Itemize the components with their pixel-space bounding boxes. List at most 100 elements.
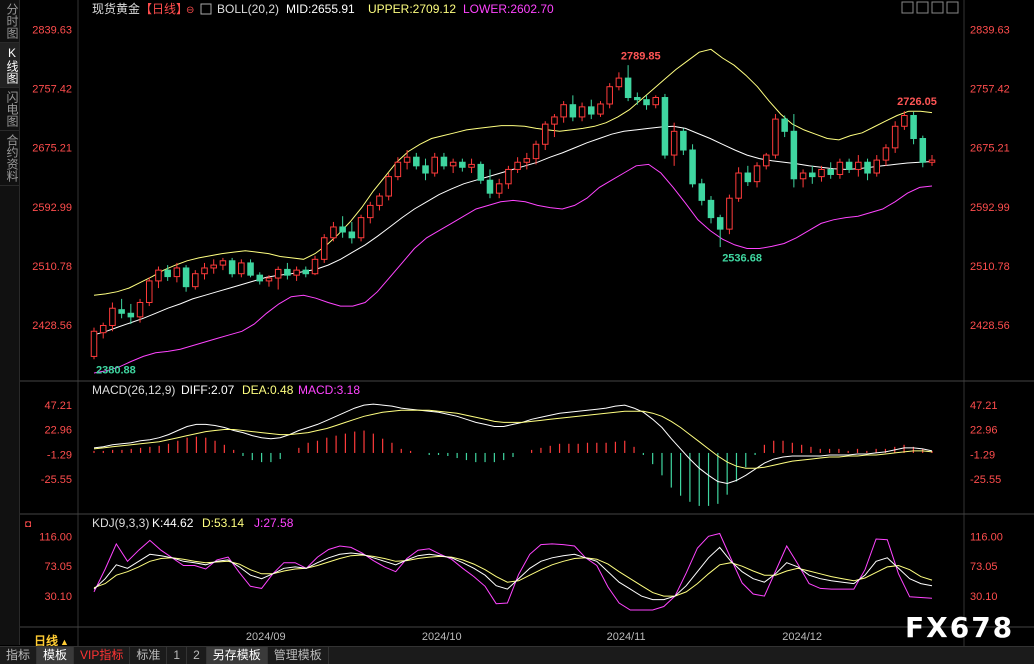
candle-body	[661, 97, 669, 156]
candle-body	[523, 158, 531, 163]
period-tag: 【日线】	[140, 2, 188, 16]
candle-body	[744, 172, 752, 183]
candle-body	[588, 106, 595, 115]
candle-body	[201, 267, 208, 275]
price-tick-right: 2428.56	[970, 320, 1010, 332]
candle-body	[449, 161, 457, 167]
kdj-k-line	[93, 546, 933, 601]
x-axis-label: 2024/11	[607, 631, 646, 643]
crosshair-icon[interactable]	[901, 1, 914, 14]
candle-body	[910, 114, 917, 140]
candle-body	[726, 197, 733, 230]
sidebar-tab-0[interactable]: 分时图	[0, 0, 19, 43]
candle-body	[431, 156, 438, 174]
bottom-tab-4[interactable]: 1	[167, 647, 188, 664]
chart-toolbar	[901, 1, 959, 14]
bottom-tab-0[interactable]: 指标	[0, 647, 38, 664]
chart-area[interactable]: 2839.63 2839.63 2757.42 2757.42 2675.21 2675.…	[20, 0, 1034, 646]
candle-body	[219, 260, 227, 266]
macd-tick-left: 47.21	[44, 400, 72, 412]
candle-body	[394, 161, 402, 178]
candle-body	[606, 86, 613, 105]
sidebar-tab-1[interactable]: K线图	[0, 43, 19, 88]
expand-icon[interactable]	[916, 1, 929, 14]
price-tick-left: 2428.56	[32, 320, 72, 332]
kdj-k: K:44.62	[152, 516, 194, 530]
candle-body	[624, 77, 632, 99]
candle-body	[99, 324, 107, 334]
candle-body	[311, 258, 319, 275]
settings-icon[interactable]: ⊖	[186, 5, 194, 16]
caret-up-icon: ▲	[60, 637, 69, 647]
candle-body	[762, 154, 770, 167]
candle-body	[486, 179, 494, 194]
kdj-tick-right: 116.00	[970, 531, 1003, 543]
bottom-tab-1[interactable]: 模板	[37, 647, 75, 664]
kdj-tick-right: 73.05	[970, 561, 998, 573]
boll-lower-line	[93, 163, 933, 374]
boll-mid: MID:2655.91	[286, 2, 355, 16]
candle-body	[781, 118, 788, 132]
candle-body	[182, 267, 190, 288]
candle-body	[422, 165, 429, 174]
candle-body	[403, 156, 411, 163]
bottom-tab-6[interactable]: 另存模板	[206, 647, 268, 664]
candle-body	[330, 226, 337, 239]
candle-body	[90, 330, 98, 357]
price-annotation: 2536.68	[722, 252, 762, 264]
candle-body	[320, 237, 328, 260]
x-axis-label: 2024/09	[246, 631, 286, 643]
candle-body	[459, 161, 466, 168]
candle-body	[238, 262, 245, 275]
kdj-j-line	[93, 532, 933, 611]
candle-body	[901, 114, 908, 127]
bottom-tab-5[interactable]: 2	[187, 647, 207, 664]
watermark-logo: FX678	[905, 611, 1015, 644]
candle-body	[652, 97, 659, 106]
candle-body	[643, 99, 650, 106]
boll-mid-line	[93, 125, 933, 336]
x-axis-label: 2024/12	[782, 631, 822, 643]
candle-body	[339, 226, 346, 233]
boll-upper-line	[93, 48, 933, 296]
candle-body	[836, 161, 844, 175]
kdj-settings-icon[interactable]: ◘	[25, 519, 31, 530]
sidebar-tab-2[interactable]: 闪电图	[0, 88, 19, 131]
macd-tick-right: -25.55	[970, 474, 1001, 486]
boll-upper: UPPER:2709.12	[368, 2, 456, 16]
period-label: 日线	[34, 634, 59, 648]
x-axis: 2024/09 2024/10 2024/11 2024/12	[246, 631, 822, 643]
bottom-tab-7[interactable]: 管理模板	[268, 647, 329, 664]
macd-tick-left: 22.96	[44, 425, 72, 437]
price-tick-left: 2592.99	[32, 202, 72, 214]
candle-body	[670, 130, 678, 156]
candle-body	[891, 125, 899, 149]
candle-body	[477, 163, 485, 181]
candle-body	[680, 130, 687, 151]
close-icon[interactable]	[946, 1, 959, 14]
macd-tick-right: 22.96	[970, 425, 998, 437]
candle-body	[855, 161, 862, 170]
price-tick-right: 2510.78	[970, 261, 1010, 273]
candle-body	[541, 123, 549, 145]
candle-body	[919, 138, 927, 163]
candle-body	[413, 156, 420, 167]
boll-lower: LOWER:2602.70	[463, 2, 554, 16]
boll-label: BOLL(20,2)	[217, 2, 279, 16]
indicator-icon[interactable]	[200, 3, 212, 15]
price-tick-left: 2510.78	[32, 261, 72, 273]
kdj-tick-right: 30.10	[970, 591, 998, 603]
sidebar-tab-3[interactable]: 合约资料	[0, 131, 19, 186]
candle-body	[597, 103, 604, 115]
compress-icon[interactable]	[931, 1, 944, 14]
x-axis-label: 2024/10	[422, 631, 462, 643]
kdj-tick-left: 116.00	[39, 531, 72, 543]
kdj-d: D:53.14	[202, 516, 244, 530]
period-selector[interactable]: 日线 ▲	[34, 632, 69, 649]
bottom-tab-3[interactable]: 标准	[130, 647, 168, 664]
bottom-tab-2[interactable]: VIP指标	[74, 647, 131, 664]
bottom-toolbar: 指标 模板 VIP指标 标准 1 2 另存模板 管理模板	[0, 646, 1034, 664]
kdj-tick-left: 30.10	[44, 591, 72, 603]
kdj-j: J:27.58	[254, 516, 294, 530]
candle-body	[164, 269, 171, 278]
